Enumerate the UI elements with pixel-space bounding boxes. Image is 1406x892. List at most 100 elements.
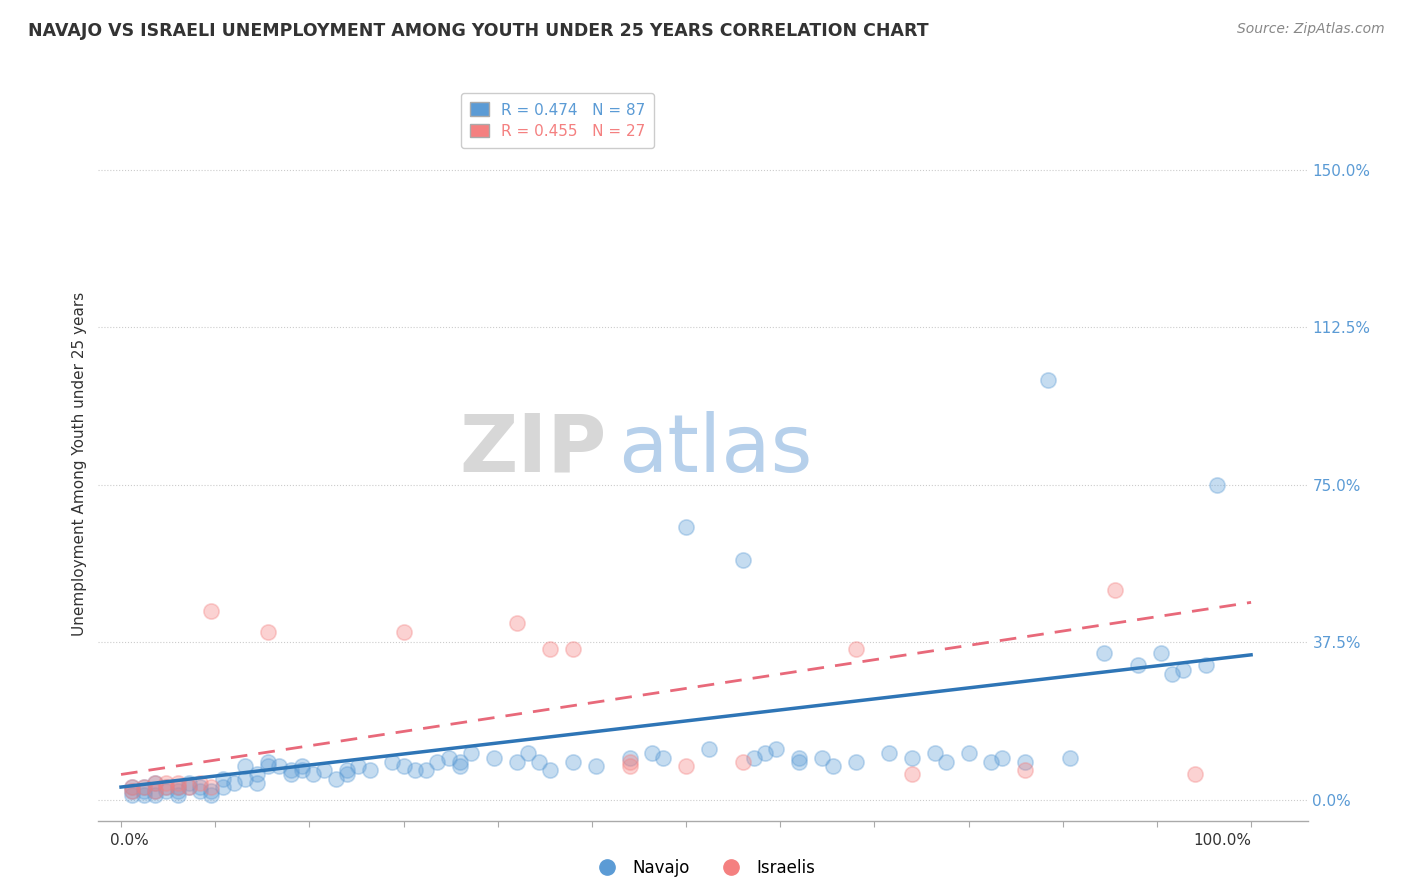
Point (314, 764, 336, 778)
Point (121, 780, 143, 794)
Point (935, 755, 957, 769)
Point (257, 755, 280, 769)
Point (901, 767, 924, 781)
Text: NAVAJO VS ISRAELI UNEMPLOYMENT AMONG YOUTH UNDER 25 YEARS CORRELATION CHART: NAVAJO VS ISRAELI UNEMPLOYMENT AMONG YOU… (28, 22, 929, 40)
Point (143, 789, 166, 803)
Legend: R = 0.474   N = 87, R = 0.455   N = 27: R = 0.474 N = 87, R = 0.455 N = 27 (461, 94, 654, 148)
Point (188, 780, 211, 794)
Point (200, 604, 222, 618)
Point (155, 780, 177, 794)
Point (325, 772, 347, 786)
Point (143, 784, 166, 798)
Point (619, 759, 641, 773)
Point (1195, 658, 1218, 673)
Point (121, 789, 143, 803)
Point (132, 780, 155, 794)
Point (155, 780, 177, 794)
Point (211, 780, 233, 794)
Point (200, 789, 222, 803)
Point (233, 759, 256, 773)
Point (257, 624, 280, 639)
Point (641, 747, 664, 761)
Point (845, 755, 868, 769)
Text: Source: ZipAtlas.com: Source: ZipAtlas.com (1237, 22, 1385, 37)
Point (359, 764, 381, 778)
Point (211, 772, 233, 786)
Point (200, 784, 222, 798)
Point (392, 759, 415, 773)
Point (1150, 646, 1173, 660)
Point (143, 776, 166, 790)
Y-axis label: Unemployment Among Youth under 25 years: Unemployment Among Youth under 25 years (72, 292, 87, 636)
Point (1206, 478, 1229, 492)
Point (177, 780, 200, 794)
Point (821, 759, 844, 773)
Point (527, 755, 550, 769)
Point (143, 784, 166, 798)
Point (845, 641, 868, 656)
Point (562, 641, 585, 656)
Point (1092, 646, 1115, 660)
Point (810, 750, 832, 764)
Point (291, 764, 314, 778)
Point (1036, 373, 1059, 387)
Point (742, 750, 765, 764)
Point (302, 767, 325, 781)
Point (437, 750, 460, 764)
Point (392, 624, 415, 639)
Point (132, 784, 155, 798)
Point (233, 772, 256, 786)
Point (200, 780, 222, 794)
Point (1014, 764, 1036, 778)
Point (143, 776, 166, 790)
Point (505, 755, 527, 769)
Point (188, 784, 211, 798)
Point (980, 755, 1002, 769)
Point (765, 742, 787, 756)
Point (188, 776, 211, 790)
Text: ZIP: ZIP (458, 410, 606, 489)
Point (505, 616, 527, 631)
Point (787, 755, 810, 769)
Point (538, 641, 561, 656)
Point (697, 742, 720, 756)
Point (482, 750, 505, 764)
Point (166, 784, 188, 798)
Point (280, 767, 302, 781)
Point (516, 747, 538, 761)
Point (449, 755, 471, 769)
Legend: Navajo, Israelis: Navajo, Israelis (583, 853, 823, 884)
Point (787, 750, 810, 764)
Point (347, 759, 370, 773)
Point (652, 750, 675, 764)
Point (166, 780, 188, 794)
Point (1014, 755, 1036, 769)
Point (336, 764, 359, 778)
Point (731, 553, 754, 567)
Point (449, 759, 471, 773)
Point (754, 747, 776, 761)
Text: atlas: atlas (619, 410, 813, 489)
Point (731, 755, 754, 769)
Point (166, 780, 188, 794)
Point (675, 520, 697, 534)
Point (177, 780, 200, 794)
Point (121, 780, 143, 794)
Point (585, 759, 607, 773)
Point (991, 750, 1014, 764)
Point (562, 755, 585, 769)
Point (460, 747, 482, 761)
Point (404, 764, 426, 778)
Point (1126, 658, 1149, 673)
Point (957, 747, 980, 761)
Point (879, 747, 901, 761)
Point (246, 767, 269, 781)
Point (132, 780, 155, 794)
Point (336, 767, 359, 781)
Point (269, 759, 291, 773)
Point (619, 755, 641, 769)
Point (675, 759, 697, 773)
Text: 100.0%: 100.0% (1194, 833, 1251, 848)
Point (257, 759, 280, 773)
Point (1184, 767, 1206, 781)
